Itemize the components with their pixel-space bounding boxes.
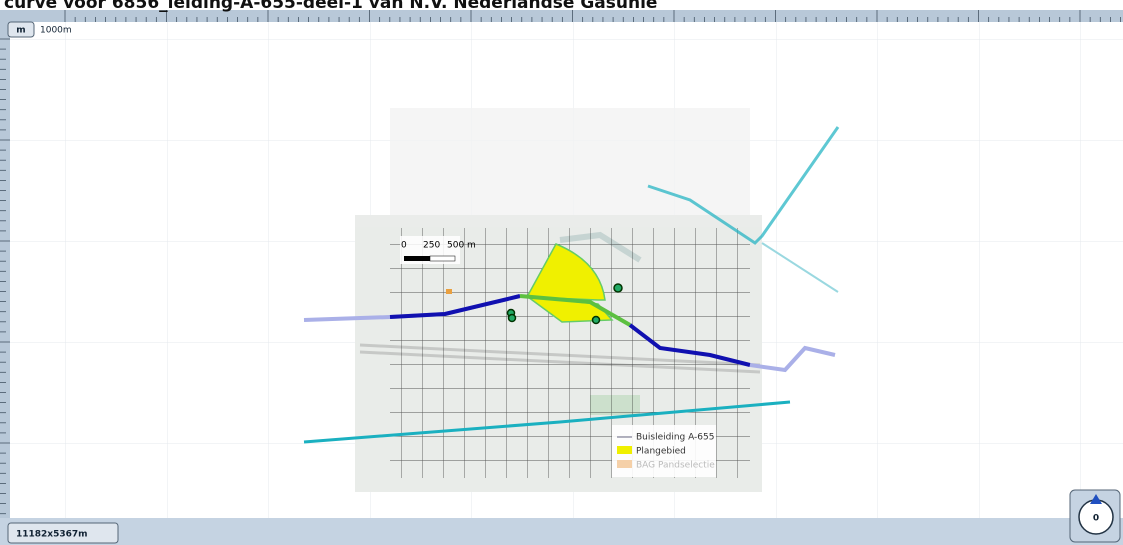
legend-swatch bbox=[617, 460, 632, 468]
legend-label: Plangebied bbox=[636, 447, 686, 457]
legend-label: BAG Pandselectie bbox=[636, 461, 715, 471]
scale-bar bbox=[430, 256, 455, 261]
scale-bar-label: 500 m bbox=[447, 241, 476, 251]
dimensions-label: 11182x5367m bbox=[16, 530, 88, 540]
left-ruler bbox=[0, 10, 10, 520]
scale-label: 1000m bbox=[40, 26, 72, 36]
page-title: curve voor 6856_leiding-A-655-deel-1 van… bbox=[4, 0, 657, 13]
bag-building bbox=[446, 289, 452, 294]
point-marker bbox=[593, 317, 600, 324]
scale-bar-label: 250 bbox=[423, 241, 440, 251]
legend-label: Buisleiding A-655 bbox=[636, 433, 714, 443]
point-marker bbox=[509, 315, 516, 322]
scale-bar-label: 0 bbox=[401, 241, 407, 251]
scale-bar bbox=[404, 256, 430, 261]
status-bar bbox=[0, 518, 1123, 545]
point-marker bbox=[614, 284, 622, 292]
compass-label: 0 bbox=[1093, 514, 1099, 524]
legend-swatch bbox=[617, 446, 632, 454]
map-top-labels bbox=[355, 215, 762, 227]
map-viewer: 0 250 500 m Buisleiding A-655 Plangebied… bbox=[0, 0, 1123, 545]
unit-button-label: m bbox=[16, 26, 25, 36]
